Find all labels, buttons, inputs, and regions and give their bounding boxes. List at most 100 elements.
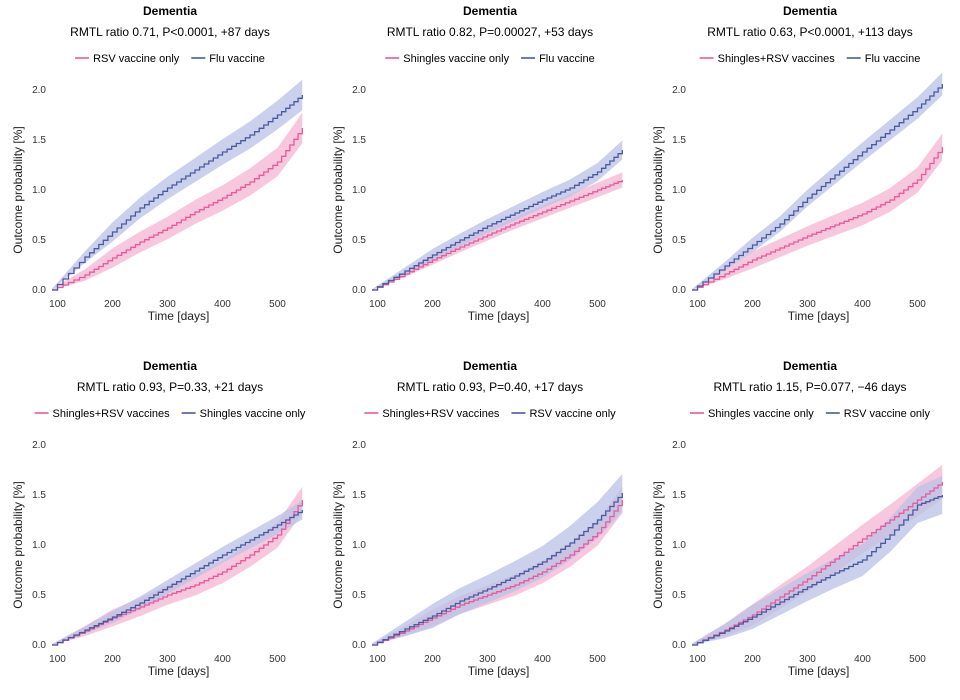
y-tick-label: 0.0 [352,640,366,651]
y-tick-label: 1.5 [32,490,46,501]
x-tick-label: 100 [369,299,386,310]
y-tick-label: 1.5 [32,135,46,146]
x-tick-label: 400 [534,299,551,310]
x-axis-label: Time [days] [788,664,850,678]
x-tick-label: 500 [589,299,606,310]
chart-subtitle: RMTL ratio 0.71, P<0.0001, +87 days [70,25,270,39]
x-tick-label: 500 [909,299,926,310]
y-tick-label: 1.0 [672,185,686,196]
legend-label: RSV vaccine only [844,408,931,420]
x-axis-label: Time [days] [468,664,530,678]
chart-title: Dementia [143,359,197,373]
legend-label: Shingles vaccine only [403,53,509,65]
x-axis-label: Time [days] [148,664,210,678]
legend-item: Shingles vaccine only [181,408,306,420]
x-tick-label: 100 [689,654,706,665]
chart-svg: Dementia RMTL ratio 1.15, P=0.077, −46 da… [651,359,943,678]
x-tick-label: 400 [534,654,551,665]
x-tick-label: 300 [159,654,176,665]
x-tick-label: 300 [799,299,816,310]
x-tick-label: 400 [214,654,231,665]
chart-title: Dementia [783,359,837,373]
legend: Shingles vaccine only Flu vaccine [385,53,595,65]
y-tick-label: 0.0 [32,285,46,296]
legend: Shingles+RSV vaccines RSV vaccine only [364,408,616,420]
y-tick-label: 1.0 [352,540,366,551]
series-line [692,84,943,291]
chart-svg: Dementia RMTL ratio 0.93, P=0.40, +17 day… [331,359,623,678]
legend-label: Flu vaccine [209,53,265,65]
series-line [52,510,303,646]
legend-label: Shingles vaccine only [708,408,814,420]
x-tick-label: 400 [854,654,871,665]
y-axis-label: Outcome probability [%] [651,481,665,608]
legend-item: Shingles vaccine only [689,408,814,420]
y-tick-label: 1.5 [352,490,366,501]
chart-title: Dementia [783,4,837,18]
x-tick-label: 200 [424,299,441,310]
y-tick-label: 0.5 [672,590,686,601]
series-line [52,95,303,291]
legend: Shingles+RSV vaccines Shingles vaccine on… [34,408,306,420]
legend-label: RSV vaccine only [93,53,180,65]
x-tick-label: 400 [214,299,231,310]
x-tick-label: 500 [269,654,286,665]
legend-item: Flu vaccine [846,53,921,65]
chart-title: Dementia [143,4,197,18]
chart-title: Dementia [463,359,517,373]
x-tick-label: 200 [744,654,761,665]
confidence-band [692,464,943,645]
x-tick-label: 500 [269,299,286,310]
x-tick-label: 300 [159,299,176,310]
legend-item: Shingles+RSV vaccines [34,408,170,420]
legend: RSV vaccine only Flu vaccine [75,53,265,65]
legend-label: Flu vaccine [539,53,595,65]
confidence-band [372,474,623,645]
y-tick-label: 0.5 [352,235,366,246]
legend-item: Flu vaccine [191,53,265,65]
y-axis-label: Outcome probability [%] [11,126,25,253]
x-tick-label: 400 [854,299,871,310]
chart-svg: Dementia RMTL ratio 0.63, P<0.0001, +113 … [651,4,943,323]
y-tick-label: 0.5 [32,590,46,601]
y-tick-label: 0.0 [672,285,686,296]
y-tick-label: 2.0 [352,85,366,96]
x-tick-label: 100 [689,299,706,310]
chart-panel: Dementia RMTL ratio 0.63, P<0.0001, +113 … [640,0,960,345]
y-tick-label: 2.0 [352,440,366,451]
confidence-band [372,140,623,290]
x-tick-label: 300 [479,654,496,665]
y-tick-label: 0.0 [672,640,686,651]
chart-subtitle: RMTL ratio 0.63, P<0.0001, +113 days [707,25,912,39]
y-tick-label: 0.0 [32,640,46,651]
legend-item: Shingles vaccine only [385,53,510,65]
legend-item: Shingles+RSV vaccines [699,53,835,65]
chart-panel: Dementia RMTL ratio 0.93, P=0.33, +21 day… [0,355,320,700]
series-line [52,128,303,291]
y-tick-label: 2.0 [32,85,46,96]
legend-label: Shingles+RSV vaccines [382,408,500,420]
confidence-band [52,486,303,645]
chart-title: Dementia [463,4,517,18]
y-tick-label: 0.0 [352,285,366,296]
chart-panel: Dementia RMTL ratio 0.82, P=0.00027, +53 … [320,0,640,345]
y-axis-label: Outcome probability [%] [331,126,345,253]
y-axis-label: Outcome probability [%] [331,481,345,608]
x-axis-label: Time [days] [468,309,530,323]
series-line [692,147,943,291]
y-tick-label: 1.5 [672,490,686,501]
y-tick-label: 1.5 [352,135,366,146]
x-tick-label: 200 [104,299,121,310]
y-tick-label: 1.0 [32,185,46,196]
series-line [372,493,623,646]
legend-label: Flu vaccine [865,53,921,65]
legend-item: RSV vaccine only [511,408,616,420]
chart-subtitle: RMTL ratio 1.15, P=0.077, −46 days [713,380,906,394]
y-tick-label: 2.0 [32,440,46,451]
x-axis-label: Time [days] [788,309,850,323]
y-tick-label: 1.0 [352,185,366,196]
legend-item: Shingles+RSV vaccines [364,408,500,420]
y-tick-label: 1.0 [672,540,686,551]
legend: Shingles+RSV vaccines Flu vaccine [699,53,921,65]
